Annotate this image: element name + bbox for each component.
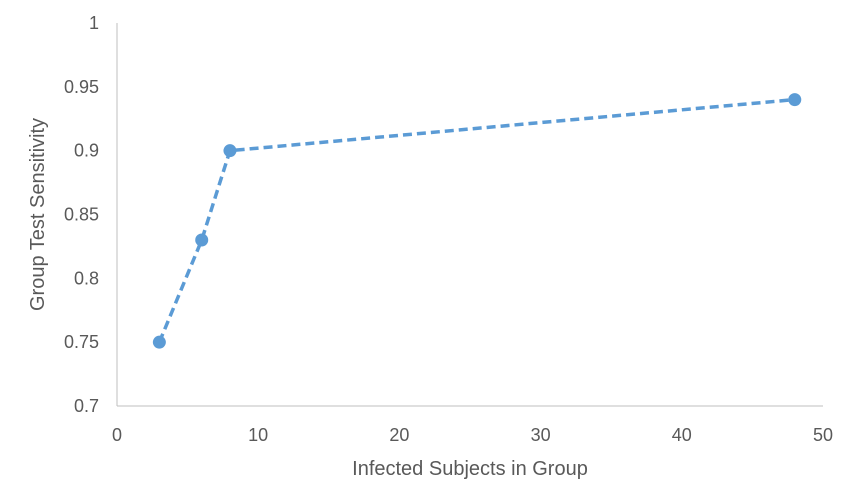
series-layer [152,93,802,349]
data-point [195,233,209,247]
data-point [788,93,802,107]
y-tick-label: 0.85 [64,205,99,225]
y-tick-label: 0.75 [64,332,99,352]
y-tick-label: 0.9 [74,141,99,161]
series-line [157,97,795,343]
x-tick-label: 40 [672,425,692,445]
x-tick-label: 20 [389,425,409,445]
y-tick-label: 1 [89,13,99,33]
x-tick-label: 10 [248,425,268,445]
y-tick-label: 0.95 [64,77,99,97]
x-axis-ticks: 0 10 20 30 40 50 [112,425,833,445]
x-axis-title: Infected Subjects in Group [352,458,588,480]
data-point [223,144,237,158]
data-point [152,335,166,349]
y-axis-title: Group Test Sensitivity [27,118,49,311]
y-tick-label: 0.8 [74,268,99,288]
x-tick-label: 30 [531,425,551,445]
y-tick-label: 0.7 [74,396,99,416]
y-axis-ticks: 0.7 0.75 0.8 0.85 0.9 0.95 1 [64,13,99,416]
x-tick-label: 0 [112,425,122,445]
x-tick-label: 50 [813,425,833,445]
